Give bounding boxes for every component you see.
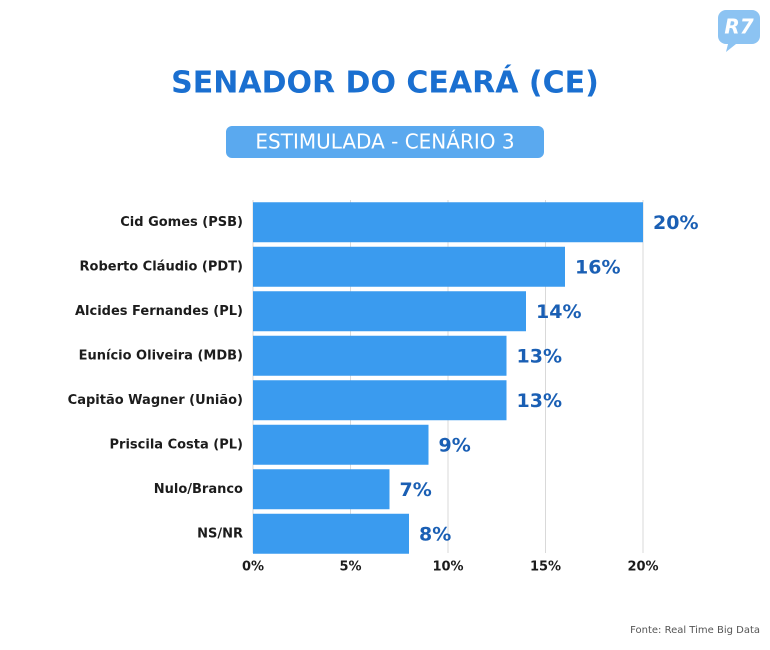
value-label: 14% — [536, 301, 581, 323]
y-tick-label: Alcides Fernandes (PL) — [75, 304, 243, 319]
x-tick-label: 10% — [432, 560, 463, 575]
source: Fonte: Real Time Big Data — [630, 625, 760, 636]
y-tick-label: Priscila Costa (PL) — [110, 437, 243, 452]
value-label: 13% — [517, 390, 562, 412]
value-label: 16% — [575, 256, 620, 278]
value-label: 13% — [517, 345, 562, 367]
y-tick-label: Nulo/Branco — [154, 482, 243, 497]
y-tick-label: Eunício Oliveira (MDB) — [79, 348, 243, 363]
logo-tail — [726, 44, 736, 52]
bar — [253, 424, 429, 465]
value-label: 20% — [653, 212, 698, 234]
chart-title: SENADOR DO CEARÁ (CE) — [171, 65, 599, 101]
x-tick-label: 5% — [339, 560, 361, 575]
bar — [253, 291, 526, 332]
y-tick-label: Capitão Wagner (União) — [68, 393, 243, 408]
subtitle-box — [226, 126, 544, 158]
bar — [253, 469, 390, 510]
x-tick-label: 0% — [242, 560, 264, 575]
y-tick-label: NS/NR — [197, 526, 243, 541]
bar — [253, 246, 565, 287]
value-label: 8% — [419, 523, 451, 545]
bar — [253, 202, 643, 243]
y-tick-label: Cid Gomes (PSB) — [120, 215, 243, 230]
value-label: 9% — [439, 434, 471, 456]
y-tick-label: Roberto Cláudio (PDT) — [80, 259, 243, 274]
x-tick-label: 20% — [627, 560, 658, 575]
logo-box — [718, 10, 760, 44]
bar — [253, 335, 507, 376]
bar — [253, 380, 507, 421]
logo: R7 — [724, 15, 753, 39]
value-label: 7% — [400, 479, 432, 501]
subtitle: ESTIMULADA - CENÁRIO 3 — [255, 130, 514, 154]
x-tick-label: 15% — [530, 560, 561, 575]
bar — [253, 513, 409, 554]
